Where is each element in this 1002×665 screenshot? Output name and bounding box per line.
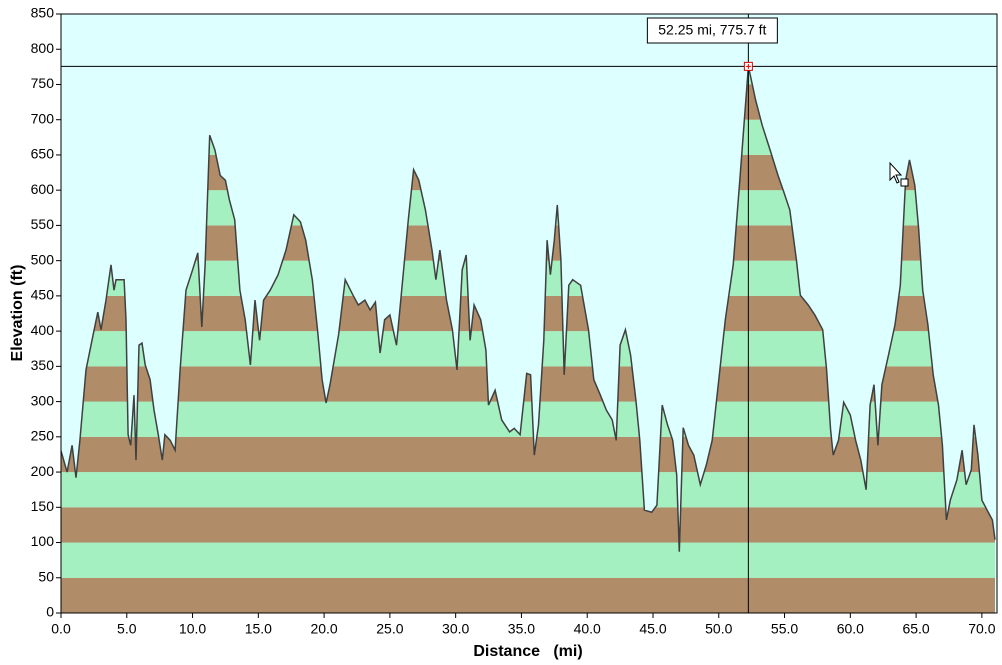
elevation-band xyxy=(61,542,995,578)
y-tick-label: 600 xyxy=(31,181,55,197)
y-tick-label: 0 xyxy=(46,604,54,620)
y-tick-label: 400 xyxy=(31,322,55,338)
x-axis-title: Distance (mi) xyxy=(473,643,582,660)
y-tick-label: 450 xyxy=(31,287,55,303)
y-tick-label: 150 xyxy=(31,498,55,514)
y-tick-label: 850 xyxy=(31,5,55,21)
y-tick-label: 650 xyxy=(31,146,55,162)
x-tick-label: 50.0 xyxy=(705,621,732,637)
y-tick-label: 100 xyxy=(31,533,55,549)
elevation-band xyxy=(61,436,995,473)
y-tick-label: 800 xyxy=(31,40,55,56)
y-tick-label: 250 xyxy=(31,428,55,444)
x-tick-label: 25.0 xyxy=(376,621,403,637)
crosshair-point-plus xyxy=(745,63,751,69)
x-tick-label: 20.0 xyxy=(310,621,337,637)
x-tick-label: 5.0 xyxy=(117,621,137,637)
x-tick-label: 60.0 xyxy=(837,621,864,637)
x-tick-label: 45.0 xyxy=(639,621,666,637)
elevation-band xyxy=(61,507,995,543)
x-tick-label: 65.0 xyxy=(902,621,929,637)
chart-layer: 0 50 100 150 200 250 300 350 400 450 500 550 600 650 7… xyxy=(31,5,998,637)
plot-frame xyxy=(60,13,998,614)
y-axis-title: Elevation (ft) xyxy=(9,265,26,362)
y-tick-label: 500 xyxy=(31,251,55,267)
x-tick-label: 30.0 xyxy=(442,621,469,637)
x-tick-label: 35.0 xyxy=(508,621,535,637)
elevation-band xyxy=(61,472,995,508)
x-tick-label: 10.0 xyxy=(179,621,206,637)
x-tick-label: 15.0 xyxy=(245,621,272,637)
y-tick-label: 550 xyxy=(31,216,55,232)
x-tick-label: 70.0 xyxy=(968,621,995,637)
elevation-band xyxy=(61,577,995,613)
y-tick-label: 750 xyxy=(31,75,55,91)
x-tick-label: 55.0 xyxy=(771,621,798,637)
cursor-marker xyxy=(900,178,909,187)
crosshair-label: 52.25 mi, 775.7 ft xyxy=(658,22,766,38)
y-tick-label: 350 xyxy=(31,357,55,373)
y-tick-label: 700 xyxy=(31,110,55,126)
x-tick-label: 0.0 xyxy=(51,621,71,637)
mouse-cursor xyxy=(889,161,903,184)
y-tick-label: 300 xyxy=(31,392,55,408)
y-tick-label: 50 xyxy=(38,568,54,584)
elevation-line xyxy=(60,66,996,552)
crosshair-label-box xyxy=(646,17,778,44)
x-tick-label: 40.0 xyxy=(574,621,601,637)
y-tick-label: 200 xyxy=(31,463,55,479)
